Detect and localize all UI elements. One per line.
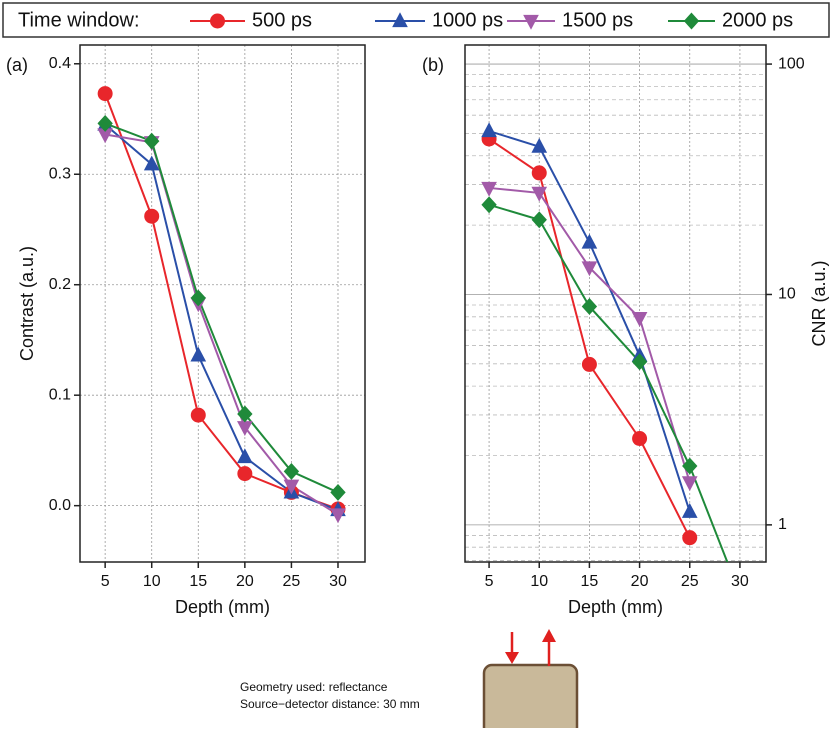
y-tick-label: 1 — [778, 516, 787, 533]
data-point — [531, 137, 548, 153]
data-point — [581, 261, 598, 277]
data-point — [531, 165, 547, 181]
series-line — [104, 123, 339, 512]
plot-area — [104, 93, 339, 516]
x-tick-label: 25 — [681, 573, 699, 590]
data-point — [190, 407, 206, 423]
x-tick-label: 5 — [485, 573, 494, 590]
note: Geometry used: reflectance — [240, 680, 388, 694]
legend-label: 1000 ps — [432, 9, 503, 31]
data-point — [190, 346, 207, 362]
note: Source−detector distance: 30 mm — [240, 697, 420, 711]
y-tick-label: 0.2 — [49, 276, 71, 293]
legend-marker — [683, 12, 700, 30]
data-point — [283, 462, 300, 480]
legend-marker — [392, 12, 408, 28]
data-point — [681, 476, 698, 492]
data-point — [330, 508, 346, 524]
data-point — [237, 405, 253, 423]
data-point — [237, 448, 253, 464]
sample-diagram — [482, 629, 579, 733]
data-point — [631, 311, 648, 327]
data-point — [97, 114, 113, 132]
x-tick-label: 15 — [189, 573, 207, 590]
data-point — [237, 466, 253, 482]
x-tick-label: 5 — [101, 573, 110, 590]
legend-label: 1500 ps — [562, 9, 633, 31]
data-point — [531, 211, 547, 229]
series-line — [104, 93, 339, 510]
plot-frame — [464, 44, 767, 563]
data-point — [682, 530, 698, 546]
y-tick-label: 0.1 — [49, 386, 71, 403]
data-point — [144, 208, 160, 224]
plot-frame — [79, 44, 366, 563]
x-tick-label: 20 — [236, 573, 254, 590]
x-axis-label: Depth (mm) — [175, 597, 270, 617]
data-point — [283, 479, 300, 495]
data-point — [190, 289, 206, 307]
y-tick-label: 10 — [778, 286, 796, 303]
legend-marker — [210, 13, 225, 29]
panel-label: (b) — [422, 55, 444, 75]
data-point — [97, 86, 113, 102]
x-tick-label: 30 — [731, 573, 749, 590]
data-point — [481, 122, 497, 138]
y-tick-label: 100 — [778, 55, 805, 72]
data-point — [531, 186, 548, 202]
data-point — [631, 353, 648, 371]
series-line — [104, 133, 339, 516]
data-point — [144, 132, 160, 150]
y-axis-label: CNR (a.u.) — [809, 260, 829, 346]
data-point — [632, 431, 648, 447]
legend-label: 500 ps — [252, 9, 312, 31]
data-point — [581, 233, 598, 249]
data-point — [682, 457, 698, 475]
x-tick-label: 30 — [329, 573, 347, 590]
data-point — [581, 298, 598, 315]
y-tick-label: 0.3 — [49, 165, 71, 182]
x-tick-label: 15 — [581, 573, 599, 590]
x-tick-label: 25 — [283, 573, 301, 590]
data-point — [481, 181, 497, 197]
data-point — [143, 155, 160, 171]
data-point — [481, 196, 497, 214]
legend-marker — [523, 14, 539, 30]
data-point — [330, 483, 346, 501]
series-line — [104, 122, 339, 494]
y-tick-label: 0.4 — [49, 55, 71, 72]
x-tick-label: 10 — [143, 573, 161, 590]
y-tick-label: 0.0 — [49, 497, 71, 514]
x-tick-label: 20 — [631, 573, 649, 590]
series-line — [488, 203, 729, 562]
legend-label: 2000 ps — [722, 9, 793, 31]
y-axis-label: Contrast (a.u.) — [17, 246, 37, 361]
data-point — [581, 356, 597, 372]
legend-title: Time window: — [18, 9, 140, 31]
panel-label: (a) — [6, 55, 28, 75]
data-point — [681, 502, 698, 518]
x-tick-label: 10 — [530, 573, 548, 590]
x-axis-label: Depth (mm) — [568, 597, 663, 617]
